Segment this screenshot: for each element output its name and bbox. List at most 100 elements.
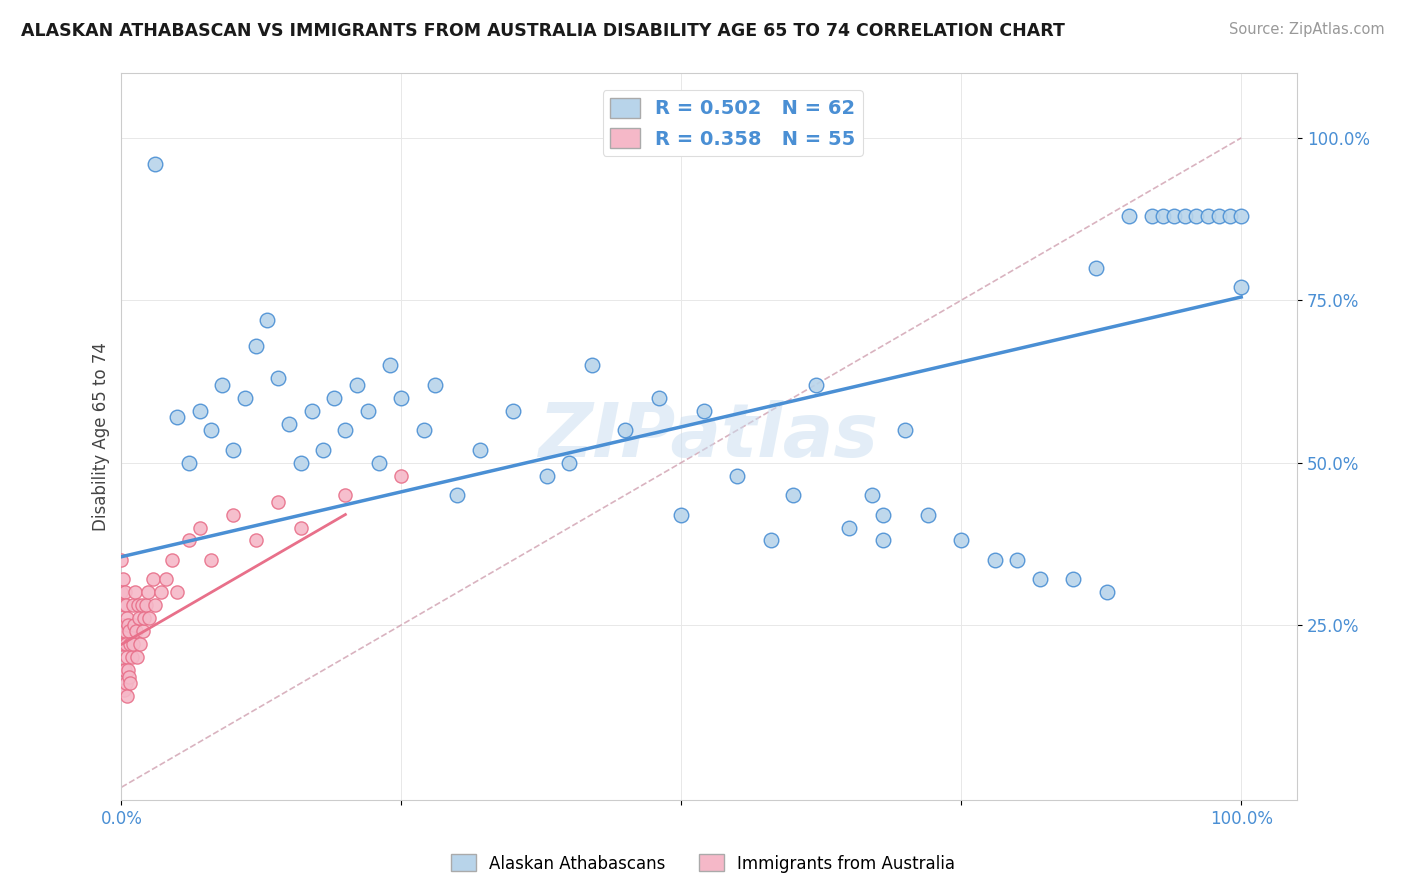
Point [357,403,380,417]
Point [838,520,860,534]
Point [120,637,142,651]
Point [143,599,166,613]
Point [200,553,222,567]
Legend: Alaskan Athabascans, Immigrants from Australia: Alaskan Athabascans, Immigrants from Aus… [444,847,962,880]
Point [245,533,267,548]
Point [1230,280,1253,294]
Point [112,599,135,613]
Point [1174,209,1197,223]
Point [233,391,256,405]
Point [149,585,172,599]
Point [142,573,165,587]
Point [290,520,312,534]
Point [290,456,312,470]
Point [111,618,134,632]
Point [188,520,211,534]
Point [267,371,290,385]
Point [389,391,412,405]
Point [166,585,188,599]
Point [115,650,138,665]
Text: ZIPatlas: ZIPatlas [540,401,879,473]
Point [804,377,827,392]
Point [368,456,391,470]
Point [117,618,139,632]
Point [138,611,160,625]
Point [984,553,1007,567]
Point [468,442,491,457]
Point [127,599,149,613]
Point [446,488,468,502]
Point [1152,209,1174,223]
Point [558,456,581,470]
Point [117,664,139,678]
Point [188,403,211,417]
Point [412,423,434,437]
Point [222,442,245,457]
Point [1028,573,1050,587]
Point [872,533,894,548]
Point [200,423,222,437]
Point [1140,209,1163,223]
Point [112,682,135,697]
Point [256,312,278,326]
Point [121,599,143,613]
Point [1219,209,1241,223]
Text: Source: ZipAtlas.com: Source: ZipAtlas.com [1229,22,1385,37]
Point [115,599,138,613]
Point [860,488,883,502]
Point [114,585,136,599]
Point [536,468,558,483]
Point [112,637,135,651]
Point [115,611,138,625]
Point [111,573,134,587]
Point [114,664,136,678]
Point [115,637,138,651]
Point [581,358,603,372]
Point [160,553,183,567]
Point [128,611,150,625]
Point [124,585,146,599]
Point [335,423,357,437]
Point [423,377,446,392]
Point [121,650,143,665]
Point [115,676,138,690]
Point [278,417,301,431]
Point [335,488,357,502]
Point [380,358,402,372]
Point [177,533,200,548]
Point [1230,209,1253,223]
Point [323,391,346,405]
Point [917,508,939,522]
Point [725,468,748,483]
Point [1197,209,1219,223]
Legend: R = 0.502   N = 62, R = 0.358   N = 55: R = 0.502 N = 62, R = 0.358 N = 55 [603,90,863,156]
Point [125,624,148,639]
Point [502,403,524,417]
Point [1062,573,1084,587]
Point [118,670,141,684]
Point [211,377,233,392]
Point [1118,209,1140,223]
Point [782,488,804,502]
Point [132,624,155,639]
Point [143,157,166,171]
Point [121,637,143,651]
Point [135,599,157,613]
Point [110,553,132,567]
Point [759,533,782,548]
Text: ALASKAN ATHABASCAN VS IMMIGRANTS FROM AUSTRALIA DISABILITY AGE 65 TO 74 CORRELAT: ALASKAN ATHABASCAN VS IMMIGRANTS FROM AU… [21,22,1064,40]
Point [136,585,159,599]
Point [1208,209,1230,223]
Point [312,442,335,457]
Point [872,508,894,522]
Point [115,690,138,704]
Point [166,410,188,425]
Point [118,624,141,639]
Point [131,599,153,613]
Point [346,377,368,392]
Point [245,339,267,353]
Point [1084,260,1107,275]
Point [1007,553,1029,567]
Point [1185,209,1208,223]
Point [648,391,671,405]
